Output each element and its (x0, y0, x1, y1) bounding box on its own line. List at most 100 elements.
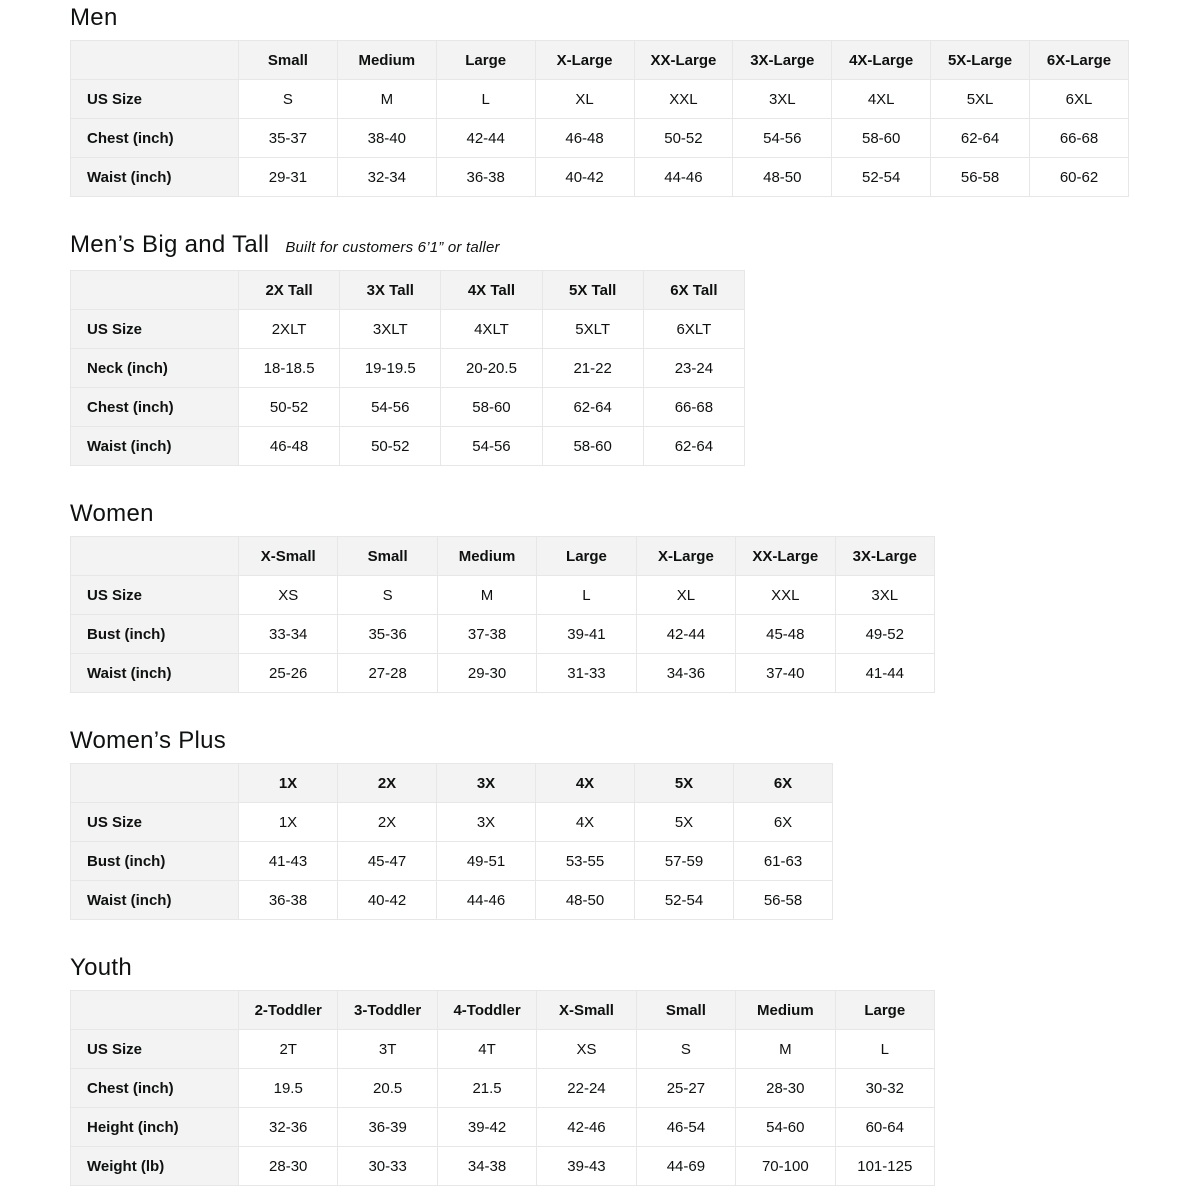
column-header: 1X (238, 763, 338, 803)
table-row: Waist (inch) 36-38 40-42 44-46 48-50 52-54 56-… (70, 880, 833, 920)
section-men: Men Small Medium Large X-Large XX-Large 3X-Lar… (70, 4, 1200, 197)
section-title-text: Men (70, 4, 118, 31)
cell-value: 42-44 (435, 118, 536, 158)
cell-value: M (336, 79, 437, 119)
corner-cell (70, 990, 239, 1030)
table-row: Chest (inch) 35-37 38-40 42-44 46-48 50-52 54-… (70, 118, 1129, 158)
cell-value: 18-18.5 (237, 348, 341, 388)
cell-value: 48-50 (732, 157, 833, 197)
cell-value: 27-28 (337, 653, 438, 693)
cell-value: 4T (436, 1029, 538, 1069)
section-subtitle: Built for customers 6’1” or taller (285, 239, 500, 256)
table-row: Chest (inch) 50-52 54-56 58-60 62-64 66-68 (70, 387, 746, 427)
cell-value: 32-34 (336, 157, 437, 197)
table-header: Small Medium Large X-Large XX-Large 3X-Large 4… (70, 40, 1129, 80)
cell-value: 28-30 (735, 1068, 836, 1108)
cell-value: S (238, 79, 338, 119)
size-table-womens-plus: 1X 2X 3X 4X 5X 6X US Size 1X 2X 3X 4X 5X 6X Bust (inc… (70, 763, 833, 920)
cell-value: 62-64 (541, 387, 644, 427)
section-mens-big-and-tall: Men’s Big and Tall Built for customers 6’… (70, 231, 1200, 466)
column-header: Medium (436, 536, 538, 576)
corner-cell (70, 763, 239, 803)
row-label: US Size (70, 309, 239, 349)
column-header: 6X (733, 763, 833, 803)
cell-value: 2X (337, 802, 437, 842)
column-header: X-Large (534, 40, 635, 80)
column-header: X-Small (237, 536, 339, 576)
row-label: Chest (inch) (70, 118, 239, 158)
cell-value: 53-55 (535, 841, 635, 881)
row-label: US Size (70, 1029, 239, 1069)
cell-value: 3T (337, 1029, 438, 1069)
column-header: 4-Toddler (436, 990, 538, 1030)
row-label: Weight (lb) (70, 1146, 239, 1186)
section-title-youth: Youth (70, 954, 1200, 982)
table-body: US Size 2XLT 3XLT 4XLT 5XLT 6XLT Neck (inch) 18… (70, 309, 746, 466)
column-header: Small (635, 990, 737, 1030)
cell-value: 50-52 (633, 118, 734, 158)
column-header: 5X (634, 763, 734, 803)
section-title-womens-plus: Women’s Plus (70, 727, 1200, 755)
table-row: Height (inch) 32-36 36-39 39-42 42-46 46-54 54… (70, 1107, 936, 1147)
cell-value: 6XL (1029, 79, 1129, 119)
cell-value: 2XLT (237, 309, 341, 349)
column-header: Large (834, 990, 936, 1030)
cell-value: 50-52 (339, 426, 442, 466)
cell-value: 5XLT (541, 309, 644, 349)
cell-value: 58-60 (440, 387, 543, 427)
cell-value: 40-42 (534, 157, 635, 197)
cell-value: 40-42 (337, 880, 437, 920)
table-body: US Size S M L XL XXL 3XL 4XL 5XL 6XL Chest (inch) 3… (70, 79, 1129, 197)
cell-value: L (536, 575, 637, 615)
table-row: US Size XS S M L XL XXL 3XL (70, 575, 936, 615)
header-row: 2-Toddler 3-Toddler 4-Toddler X-Small Small M… (70, 990, 936, 1030)
column-header: Medium (336, 40, 437, 80)
cell-value: XXL (735, 575, 836, 615)
cell-value: 31-33 (536, 653, 637, 693)
cell-value: 29-30 (436, 653, 538, 693)
section-title-women: Women (70, 500, 1200, 528)
section-title-mens-big-and-tall: Men’s Big and Tall Built for customers 6’… (70, 231, 1200, 262)
cell-value: 23-24 (642, 348, 746, 388)
table-row: US Size S M L XL XXL 3XL 4XL 5XL 6XL (70, 79, 1129, 119)
cell-value: 34-36 (635, 653, 737, 693)
table-row: US Size 1X 2X 3X 4X 5X 6X (70, 802, 833, 842)
section-title-men: Men (70, 4, 1200, 32)
row-label: Bust (inch) (70, 614, 239, 654)
table-body: US Size 1X 2X 3X 4X 5X 6X Bust (inch) 41-43 45-47… (70, 802, 833, 920)
cell-value: 56-58 (733, 880, 833, 920)
cell-value: 5XL (930, 79, 1030, 119)
cell-value: 2T (237, 1029, 339, 1069)
cell-value: 46-48 (237, 426, 341, 466)
cell-value: 39-43 (536, 1146, 637, 1186)
cell-value: XL (635, 575, 737, 615)
size-table-youth: 2-Toddler 3-Toddler 4-Toddler X-Small Small M… (70, 990, 936, 1186)
row-label: Neck (inch) (70, 348, 239, 388)
row-label: Waist (inch) (70, 426, 239, 466)
cell-value: 49-52 (834, 614, 936, 654)
column-header: 4X-Large (831, 40, 932, 80)
cell-value: 5X (634, 802, 734, 842)
table-body: US Size XS S M L XL XXL 3XL Bust (inch) 33-34 35-3… (70, 575, 936, 693)
header-row: Small Medium Large X-Large XX-Large 3X-Large 4… (70, 40, 1129, 80)
table-header: 1X 2X 3X 4X 5X 6X (70, 763, 833, 803)
table-row: US Size 2XLT 3XLT 4XLT 5XLT 6XLT (70, 309, 746, 349)
cell-value: 41-43 (238, 841, 338, 881)
size-charts-container: Men Small Medium Large X-Large XX-Large 3X-Lar… (70, 4, 1200, 1186)
cell-value: 37-38 (436, 614, 538, 654)
cell-value: 45-48 (735, 614, 836, 654)
cell-value: 60-64 (834, 1107, 936, 1147)
row-label: Waist (inch) (70, 880, 239, 920)
table-row: Chest (inch) 19.5 20.5 21.5 22-24 25-27 28-30 3… (70, 1068, 936, 1108)
cell-value: 44-69 (635, 1146, 737, 1186)
section-title-text: Women’s Plus (70, 727, 227, 754)
cell-value: 3X (436, 802, 536, 842)
header-row: 1X 2X 3X 4X 5X 6X (70, 763, 833, 803)
row-label: Chest (inch) (70, 387, 239, 427)
cell-value: 48-50 (535, 880, 635, 920)
cell-value: 44-46 (633, 157, 734, 197)
section-title-text: Men’s Big and Tall (70, 231, 270, 258)
size-table-mens-big-and-tall: 2X Tall 3X Tall 4X Tall 5X Tall 6X Tall US Si… (70, 270, 746, 466)
section-title-text: Youth (70, 954, 133, 981)
